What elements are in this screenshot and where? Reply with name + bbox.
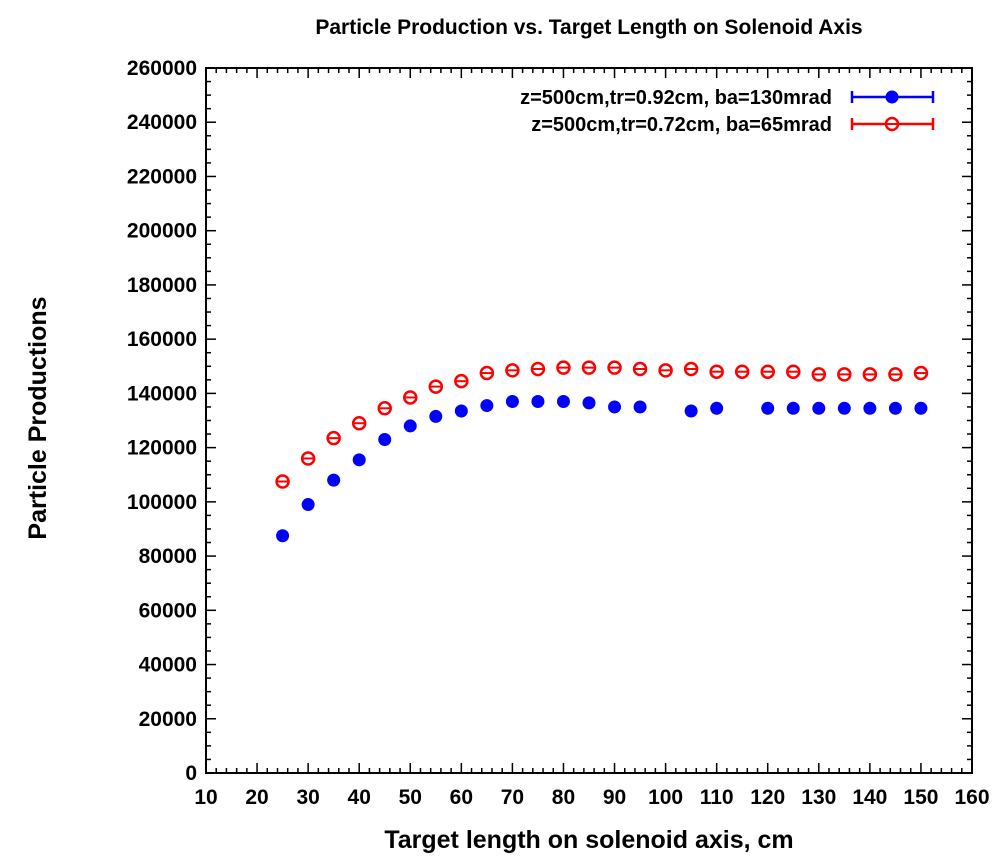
y-tick-label: 80000: [139, 545, 197, 568]
plot-frame: [205, 67, 973, 774]
data-point: [454, 404, 468, 418]
y-tick-label: 180000: [127, 274, 197, 297]
data-point: [863, 401, 877, 415]
series-2: [275, 360, 929, 489]
data-series: [275, 360, 929, 543]
x-tick-label: 130: [801, 786, 836, 809]
x-tick-label: 120: [750, 786, 785, 809]
x-tick-label: 90: [603, 786, 626, 809]
data-point: [837, 401, 851, 415]
legend-item-1: z=500cm,tr=0.92cm, ba=130mrad: [520, 87, 935, 109]
data-point: [633, 400, 647, 414]
data-point: [505, 395, 519, 409]
y-tick-label: 100000: [127, 491, 197, 514]
data-point: [786, 401, 800, 415]
y-axis-title: Particle Productions: [24, 296, 52, 539]
x-tick-label: 100: [648, 786, 683, 809]
y-tick-label: 40000: [139, 654, 197, 677]
data-point: [531, 395, 545, 409]
x-tick-label: 140: [852, 786, 887, 809]
data-point: [429, 409, 443, 423]
data-point: [710, 401, 724, 415]
data-point: [352, 453, 366, 467]
data-point: [888, 401, 902, 415]
y-tick-label: 120000: [127, 437, 197, 460]
legend: z=500cm,tr=0.92cm, ba=130mrad z=500cm,tr=…: [520, 87, 935, 136]
data-point: [480, 399, 494, 413]
data-point: [812, 401, 826, 415]
y-axis-tick-labels: 0 20000 40000 60000 80000 100000 120000 140000 1…: [127, 57, 197, 785]
x-tick-label: 160: [954, 786, 989, 809]
legend-label: z=500cm,tr=0.92cm, ba=130mrad: [520, 87, 832, 109]
x-tick-label: 10: [194, 786, 217, 809]
x-tick-label: 70: [501, 786, 524, 809]
y-tick-label: 240000: [127, 111, 197, 134]
data-point: [327, 473, 341, 487]
y-tick-label: 0: [185, 762, 197, 785]
legend-label: z=500cm,tr=0.72cm, ba=65mrad: [531, 114, 832, 136]
y-tick-label: 220000: [127, 165, 197, 188]
data-point: [914, 401, 928, 415]
series-1: [276, 395, 928, 543]
x-tick-label: 50: [399, 786, 422, 809]
x-axis-tick-labels: 10 20 30 40 50 60 70 80 90 100 110 120 130 140 150 160: [194, 786, 989, 809]
y-tick-label: 200000: [127, 220, 197, 243]
x-axis-title: Target length on solenoid axis, cm: [384, 826, 793, 854]
x-tick-label: 20: [245, 786, 268, 809]
x-tick-label: 40: [348, 786, 371, 809]
y-tick-label: 160000: [127, 328, 197, 351]
data-point: [761, 401, 775, 415]
y-tick-label: 60000: [139, 599, 197, 622]
chart-title: Particle Production vs. Target Length on…: [315, 16, 862, 39]
data-point: [276, 529, 290, 543]
x-tick-label: 30: [296, 786, 319, 809]
x-tick-label: 110: [700, 786, 734, 809]
y-tick-label: 260000: [127, 57, 197, 80]
legend-item-2: z=500cm,tr=0.72cm, ba=65mrad: [531, 114, 935, 136]
data-point: [684, 404, 698, 418]
y-tick-label: 20000: [139, 708, 197, 731]
plot-area: [205, 67, 973, 774]
data-point: [403, 419, 417, 433]
data-point: [301, 498, 315, 512]
legend-marker: [885, 90, 899, 104]
data-point: [608, 400, 622, 414]
x-tick-label: 150: [903, 786, 938, 809]
y-tick-label: 140000: [127, 382, 197, 405]
data-point: [378, 432, 392, 446]
data-point: [582, 396, 596, 410]
x-tick-label: 60: [450, 786, 473, 809]
axis-ticks: [205, 67, 973, 774]
data-point: [556, 395, 570, 409]
x-tick-label: 80: [552, 786, 575, 809]
